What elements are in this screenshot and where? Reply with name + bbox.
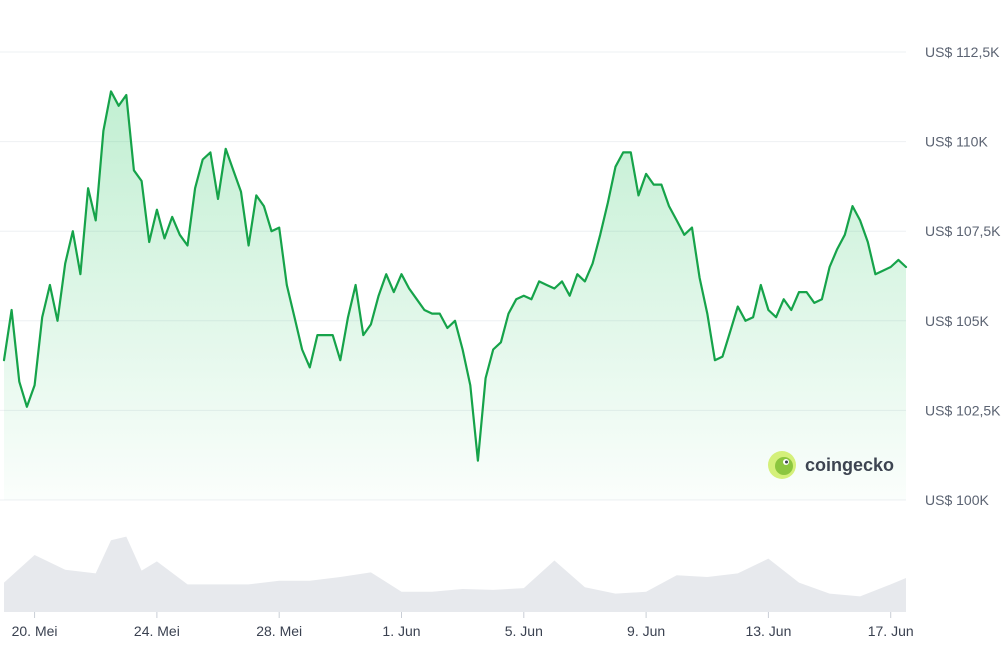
x-axis: 20. Mei 24. Mei 28. Mei 1. Jun 5. Jun 9. Jun 1… [12,612,914,639]
price-area [4,91,906,501]
x-tick-label: 20. Mei [12,623,58,639]
coingecko-watermark: coingecko [768,451,894,479]
y-tick-label: US$ 107,5K [925,223,1001,239]
x-tick-label: 13. Jun [745,623,791,639]
x-tick-label: 5. Jun [505,623,543,639]
y-tick-label: US$ 102,5K [925,402,1001,418]
price-line-layer [2,90,908,462]
y-axis: US$ 100K US$ 102,5K US$ 105K US$ 107,5K US$ … [925,44,1001,508]
y-tick-label: US$ 110K [925,134,988,150]
coingecko-logo-inner [775,457,793,475]
volume-chart [4,536,906,612]
x-tick-label: 24. Mei [134,623,180,639]
y-tick-label: US$ 100K [925,492,989,508]
x-tick-label: 1. Jun [382,623,420,639]
watermark-label: coingecko [805,455,894,475]
x-tick-label: 9. Jun [627,623,665,639]
price-line [2,90,908,462]
price-area-layer [4,91,906,501]
x-tick-label: 17. Jun [868,623,914,639]
y-tick-label: US$ 112,5K [925,44,1000,60]
y-tick-label: US$ 105K [925,313,989,329]
x-tick-label: 28. Mei [256,623,302,639]
coingecko-logo-pupil [785,460,788,464]
volume-area [4,536,906,612]
